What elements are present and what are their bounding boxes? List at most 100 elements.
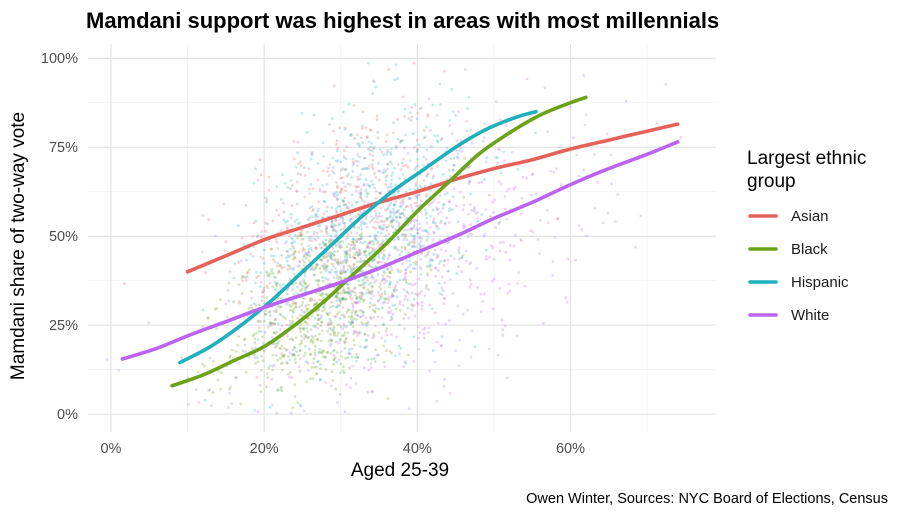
scatter-point bbox=[117, 368, 120, 372]
scatter-point bbox=[343, 291, 346, 295]
scatter-point bbox=[311, 153, 314, 157]
scatter-point bbox=[282, 210, 286, 214]
scatter-point bbox=[345, 282, 349, 286]
scatter-point bbox=[489, 244, 493, 248]
scatter-point bbox=[339, 240, 342, 244]
scatter-point bbox=[405, 259, 408, 262]
scatter-point bbox=[370, 390, 373, 394]
scatter-point bbox=[499, 118, 502, 121]
scatter-point bbox=[320, 351, 323, 354]
scatter-point bbox=[365, 246, 369, 250]
scatter-point bbox=[343, 255, 347, 258]
scatter-point bbox=[455, 139, 459, 143]
scatter-point bbox=[363, 157, 366, 160]
scatter-point bbox=[316, 337, 320, 341]
scatter-point bbox=[425, 195, 428, 198]
scatter-point bbox=[444, 249, 447, 253]
scatter-point bbox=[291, 266, 295, 270]
scatter-point bbox=[286, 334, 289, 338]
scatter-point bbox=[372, 242, 375, 246]
scatter-point bbox=[293, 233, 297, 237]
scatter-point bbox=[415, 149, 419, 152]
scatter-point bbox=[352, 161, 356, 165]
scatter-point bbox=[354, 294, 358, 297]
scatter-point bbox=[412, 266, 415, 270]
scatter-point bbox=[376, 315, 380, 319]
scatter-point bbox=[432, 253, 436, 256]
scatter-point bbox=[413, 201, 417, 205]
scatter-point bbox=[384, 208, 387, 212]
scatter-point bbox=[410, 308, 414, 312]
scatter-point bbox=[390, 333, 393, 336]
scatter-point bbox=[294, 361, 297, 364]
scatter-point bbox=[392, 213, 396, 216]
scatter-point bbox=[382, 249, 386, 252]
scatter-point bbox=[294, 336, 298, 339]
scatter-point bbox=[368, 290, 372, 293]
scatter-point bbox=[413, 218, 416, 222]
scatter-point bbox=[426, 114, 430, 118]
scatter-point bbox=[385, 225, 388, 229]
scatter-point bbox=[413, 234, 417, 238]
scatter-point bbox=[350, 314, 354, 318]
scatter-point bbox=[302, 328, 306, 331]
scatter-point bbox=[312, 304, 316, 307]
scatter-point bbox=[327, 270, 331, 274]
scatter-point bbox=[396, 117, 400, 121]
scatter-point bbox=[369, 301, 372, 305]
scatter-point bbox=[332, 358, 336, 362]
scatter-point bbox=[372, 147, 376, 151]
scatter-point bbox=[349, 247, 352, 251]
scatter-point bbox=[342, 203, 346, 207]
scatter-point bbox=[443, 281, 447, 284]
scatter-point bbox=[298, 282, 302, 286]
scatter-point bbox=[468, 285, 472, 289]
scatter-point bbox=[280, 266, 284, 270]
scatter-point bbox=[616, 193, 620, 197]
scatter-point bbox=[294, 281, 298, 285]
scatter-point bbox=[361, 283, 365, 287]
scatter-point bbox=[291, 257, 295, 261]
scatter-point bbox=[359, 196, 363, 200]
scatter-point bbox=[261, 359, 265, 363]
scatter-point bbox=[386, 310, 390, 314]
scatter-point bbox=[372, 332, 376, 336]
scatter-point bbox=[452, 168, 455, 172]
scatter-point bbox=[446, 269, 450, 273]
scatter-point bbox=[368, 241, 372, 245]
scatter-point bbox=[227, 281, 231, 285]
scatter-point bbox=[525, 77, 529, 81]
scatter-point bbox=[276, 281, 280, 285]
scatter-point bbox=[388, 283, 391, 286]
scatter-point bbox=[320, 320, 323, 324]
scatter-point bbox=[461, 208, 465, 212]
scatter-point bbox=[376, 291, 380, 294]
scatter-point bbox=[417, 347, 421, 351]
scatter-point bbox=[293, 240, 296, 244]
scatter-point bbox=[234, 376, 238, 379]
scatter-point bbox=[416, 111, 420, 115]
scatter-point bbox=[368, 241, 372, 245]
scatter-point bbox=[321, 276, 325, 279]
scatter-point bbox=[385, 218, 389, 222]
scatter-point bbox=[368, 234, 372, 238]
scatter-point bbox=[303, 282, 307, 286]
scatter-point bbox=[349, 352, 352, 356]
scatter-point bbox=[285, 240, 288, 244]
scatter-point bbox=[392, 238, 396, 242]
scatter-point bbox=[391, 217, 395, 220]
scatter-point bbox=[271, 219, 275, 223]
scatter-point bbox=[279, 229, 283, 233]
scatter-point bbox=[279, 313, 283, 317]
scatter-point bbox=[341, 269, 345, 272]
scatter-point bbox=[122, 282, 126, 286]
scatter-point bbox=[314, 265, 318, 268]
scatter-point bbox=[299, 404, 303, 408]
scatter-point bbox=[483, 232, 487, 236]
scatter-point bbox=[337, 341, 341, 345]
scatter-point bbox=[531, 172, 535, 176]
scatter-point bbox=[254, 219, 258, 223]
scatter-point bbox=[428, 303, 432, 307]
scatter-point bbox=[338, 191, 342, 195]
scatter-point bbox=[391, 225, 395, 229]
